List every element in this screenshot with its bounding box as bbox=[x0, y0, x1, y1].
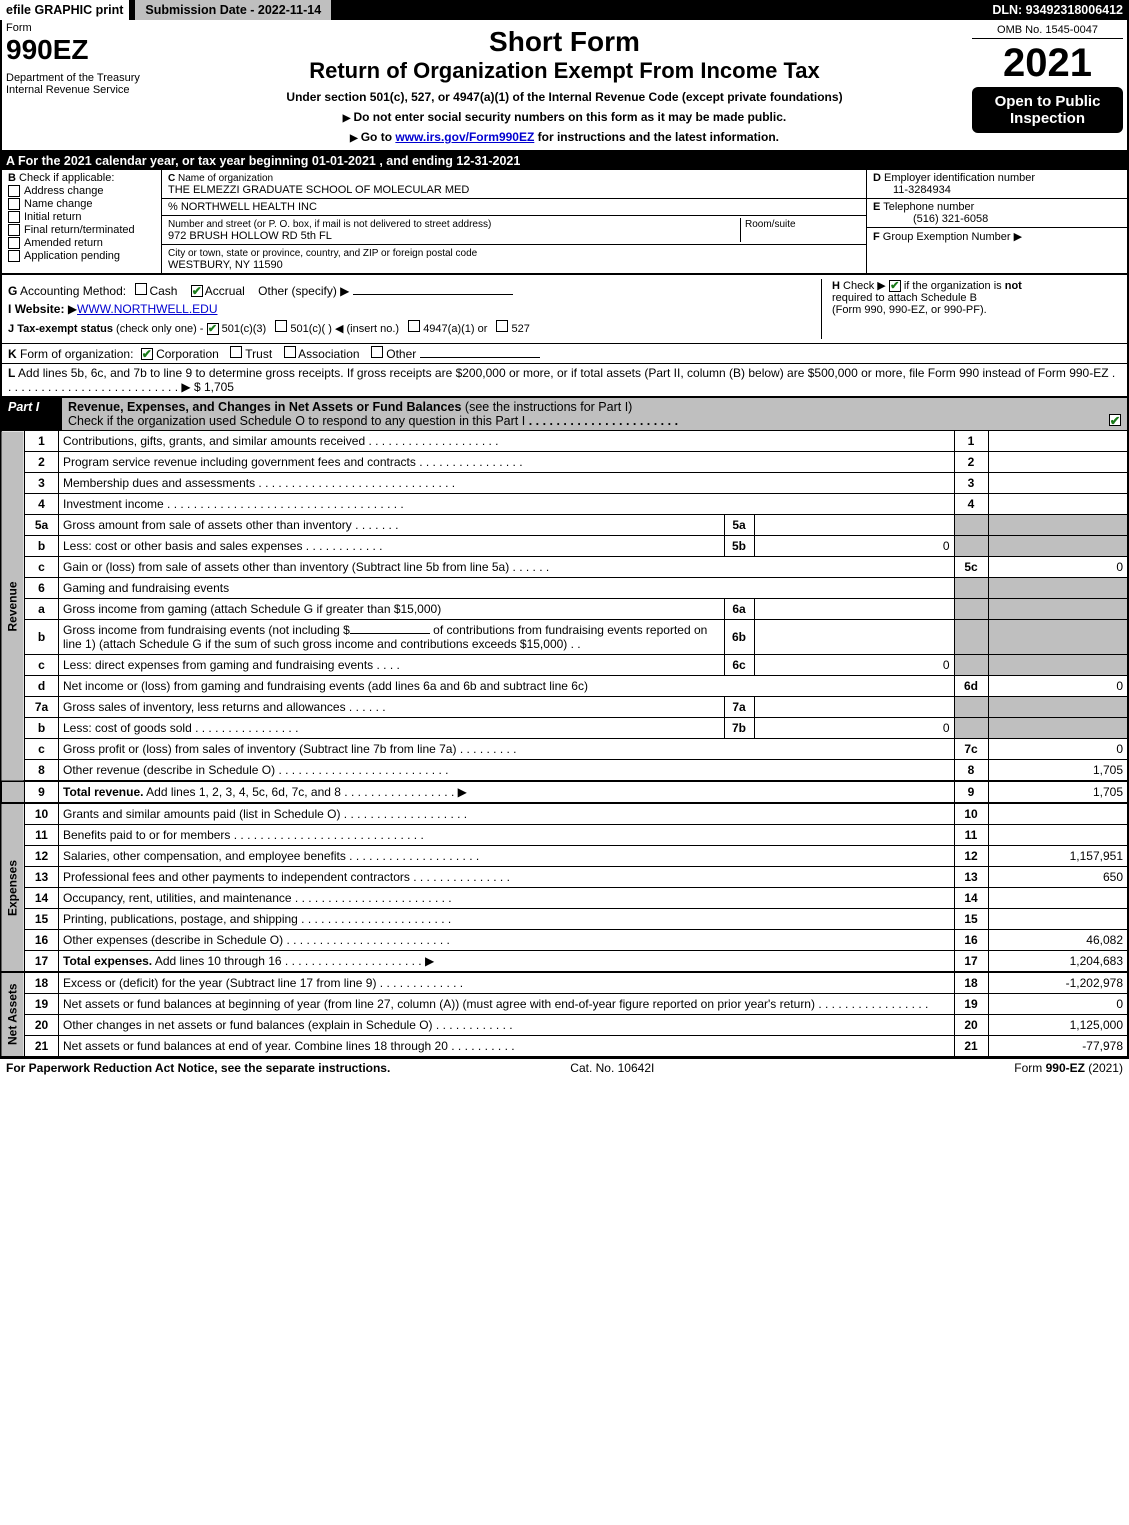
phone: (516) 321-6058 bbox=[873, 213, 988, 225]
section-k: K Form of organization: ✔ Corporation Tr… bbox=[0, 343, 1129, 363]
irs-link[interactable]: www.irs.gov/Form990EZ bbox=[395, 130, 534, 144]
checkbox-other-org[interactable] bbox=[371, 346, 383, 358]
street: 972 BRUSH HOLLOW RD 5th FL bbox=[168, 230, 332, 242]
part1-num: Part I bbox=[2, 398, 62, 430]
checkbox-amended[interactable] bbox=[8, 237, 20, 249]
expenses-label: Expenses bbox=[1, 803, 25, 972]
section-a: A For the 2021 calendar year, or tax yea… bbox=[0, 152, 1129, 170]
section-i: I Website: ▶WWW.NORTHWELL.EDU bbox=[8, 302, 821, 316]
care-of: % NORTHWELL HEALTH INC bbox=[168, 201, 317, 213]
open-inspection: Open to Public Inspection bbox=[972, 87, 1123, 133]
section-c: C Name of organizationTHE ELMEZZI GRADUA… bbox=[162, 170, 867, 273]
footer: For Paperwork Reduction Act Notice, see … bbox=[0, 1058, 1129, 1077]
section-b: B Check if applicable: Address change Na… bbox=[2, 170, 162, 273]
submission-date: Submission Date - 2022-11-14 bbox=[135, 0, 333, 20]
checkbox-sched-o[interactable]: ✔ bbox=[1109, 414, 1121, 426]
checkbox-501c[interactable] bbox=[275, 320, 287, 332]
ssn-warning: Do not enter social security numbers on … bbox=[171, 110, 958, 124]
checkbox-527[interactable] bbox=[496, 320, 508, 332]
checkbox-4947[interactable] bbox=[408, 320, 420, 332]
checkbox-pending[interactable] bbox=[8, 250, 20, 262]
form-ref: Form 990-EZ (2021) bbox=[1014, 1061, 1123, 1075]
checkbox-assoc[interactable] bbox=[284, 346, 296, 358]
omb-number: OMB No. 1545-0047 bbox=[972, 22, 1123, 39]
form-number: 990EZ bbox=[6, 34, 157, 66]
dln: DLN: 93492318006412 bbox=[986, 0, 1129, 20]
paperwork-notice: For Paperwork Reduction Act Notice, see … bbox=[6, 1061, 390, 1075]
form-word: Form bbox=[6, 22, 157, 34]
netassets-label: Net Assets bbox=[1, 972, 25, 1057]
checkbox-accrual[interactable]: ✔ bbox=[191, 285, 203, 297]
cat-no: Cat. No. 10642I bbox=[570, 1061, 654, 1075]
irs-link-line: Go to www.irs.gov/Form990EZ for instruct… bbox=[171, 130, 958, 144]
section-g: G Accounting Method: Cash ✔Accrual Other… bbox=[8, 283, 821, 298]
form-header: Form 990EZ Department of the Treasury In… bbox=[0, 20, 1129, 152]
org-name: THE ELMEZZI GRADUATE SCHOOL OF MOLECULAR… bbox=[168, 184, 469, 196]
checkbox-name[interactable] bbox=[8, 198, 20, 210]
city-label: City or town, state or province, country… bbox=[168, 248, 477, 259]
checkbox-initial[interactable] bbox=[8, 211, 20, 223]
revenue-label: Revenue bbox=[1, 431, 25, 782]
part1-title: Revenue, Expenses, and Changes in Net As… bbox=[62, 398, 1127, 430]
top-bar: efile GRAPHIC print Submission Date - 20… bbox=[0, 0, 1129, 20]
section-j: J Tax-exempt status (check only one) - ✔… bbox=[8, 320, 821, 335]
ein: 11-3284934 bbox=[873, 184, 951, 196]
section-h: H Check ▶ ✔ if the organization is notre… bbox=[821, 279, 1121, 339]
efile-label[interactable]: efile GRAPHIC print bbox=[0, 0, 131, 20]
checkbox-trust[interactable] bbox=[230, 346, 242, 358]
checkbox-cash[interactable] bbox=[135, 283, 147, 295]
room-label: Room/suite bbox=[745, 219, 796, 230]
street-label: Number and street (or P. O. box, if mail… bbox=[168, 219, 491, 230]
under-section: Under section 501(c), 527, or 4947(a)(1)… bbox=[171, 90, 958, 104]
dept-label: Department of the Treasury Internal Reve… bbox=[6, 72, 157, 96]
city: WESTBURY, NY 11590 bbox=[168, 259, 283, 271]
section-def: D Employer identification number11-32849… bbox=[867, 170, 1127, 273]
checkbox-501c3[interactable]: ✔ bbox=[207, 323, 219, 335]
checkbox-corp[interactable]: ✔ bbox=[141, 348, 153, 360]
checkbox-sched-b[interactable]: ✔ bbox=[889, 280, 901, 292]
section-l: L Add lines 5b, 6c, and 7b to line 9 to … bbox=[0, 363, 1129, 398]
website-link[interactable]: WWW.NORTHWELL.EDU bbox=[77, 302, 217, 316]
part1-table: Revenue 1Contributions, gifts, grants, a… bbox=[0, 430, 1129, 1058]
tax-year: 2021 bbox=[972, 39, 1123, 87]
short-form-title: Short Form bbox=[171, 26, 958, 58]
checkbox-address[interactable] bbox=[8, 185, 20, 197]
return-title: Return of Organization Exempt From Incom… bbox=[171, 58, 958, 84]
gross-receipts: $ 1,705 bbox=[194, 380, 234, 394]
checkbox-final[interactable] bbox=[8, 224, 20, 236]
